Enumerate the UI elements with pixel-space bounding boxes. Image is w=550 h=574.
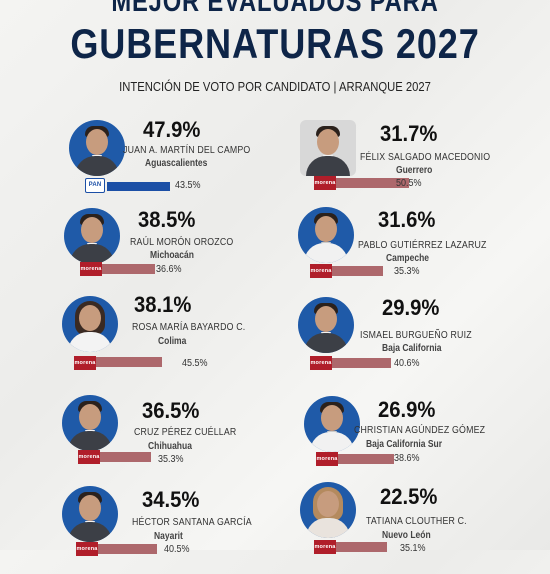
party-logo-morena: morena [316,452,338,466]
candidate-percentage: 34.5% [142,487,200,512]
candidate-card: 36.5% CRUZ PÉREZ CUÉLLAR Chihuahua moren… [60,392,310,482]
vote-bar [338,454,394,464]
candidate-state: Nayarit [154,531,183,542]
candidate-state: Nuevo León [382,530,431,541]
candidate-state: Guerrero [396,165,433,176]
candidate-percentage: 26.9% [378,397,436,422]
candidate-state: Baja California Sur [366,439,443,450]
candidate-photo [62,486,118,542]
vote-bar [336,178,409,188]
vote-bar [102,264,155,274]
bar-value: 35.3% [394,266,420,277]
candidate-percentage: 47.9% [143,117,201,142]
page-title: GUBERNATURAS 2027 [70,20,480,67]
candidate-photo [64,208,120,264]
candidate-name: TATIANA CLOUTHER C. [366,516,467,527]
candidate-state: Chihuahua [148,441,192,452]
bar-value: 45.5% [182,358,208,369]
vote-bar [336,542,387,552]
candidate-card: 31.6% PABLO GUTIÉRREZ LAZARUZ Campeche m… [296,205,546,295]
candidate-percentage: 38.5% [138,207,196,232]
party-logo-morena: morena [310,264,332,278]
bar-value: 43.5% [175,180,201,191]
party-logo-morena: morena [80,262,102,276]
candidate-percentage: 31.7% [380,121,438,146]
vote-bar [100,452,151,462]
candidate-photo [62,296,118,352]
candidate-card: 38.1% ROSA MARÍA BAYARDO C. Colima moren… [60,290,310,380]
candidate-name: RAÚL MORÓN OROZCO [130,237,234,248]
candidate-photo [69,120,125,176]
header-pretitle: MEJOR EVALUADOS PARA [111,0,439,18]
candidate-name: FÉLIX SALGADO MACEDONIO [360,152,491,163]
candidate-state: Aguascalientes [145,158,208,169]
bar-value: 36.6% [156,264,182,275]
vote-bar [96,357,162,367]
candidate-percentage: 29.9% [382,295,440,320]
candidate-card: 31.7% FÉLIX SALGADO MACEDONIO Guerrero m… [298,118,548,208]
bar-value: 35.3% [158,454,184,465]
candidate-name: ISMAEL BURGUEÑO RUIZ [360,330,472,341]
vote-bar [332,266,383,276]
candidate-name: HÉCTOR SANTANA GARCÍA [132,517,252,528]
bar-value: 38.6% [394,453,420,464]
party-logo-morena: morena [76,542,98,556]
vote-bar [332,358,391,368]
candidate-card: 47.9% JUAN A. MARTÍN DEL CAMPO Aguascali… [65,115,315,205]
party-logo-morena: morena [314,176,336,190]
party-logo-morena: morena [310,356,332,370]
candidate-card: 22.5% TATIANA CLOUTHER C. Nuevo León mor… [300,480,550,570]
candidate-percentage: 31.6% [378,207,436,232]
candidate-name: CRUZ PÉREZ CUÉLLAR [134,427,237,438]
candidate-percentage: 36.5% [142,398,200,423]
bar-value: 40.6% [394,358,420,369]
candidate-name: CHRISTIAN AGÚNDEZ GÓMEZ [354,425,486,436]
candidate-photo [298,207,354,263]
candidate-state: Baja California [382,343,442,354]
candidate-photo [300,482,356,538]
bar-value: 35.1% [400,543,426,554]
party-logo-pan: PAN [85,178,105,193]
party-logo-morena: morena [78,450,100,464]
candidate-percentage: 22.5% [380,484,438,509]
vote-bar [107,182,170,191]
candidate-percentage: 38.1% [134,292,192,317]
candidate-state: Colima [158,336,187,347]
page-subtitle: INTENCIÓN DE VOTO POR CANDIDATO | ARRANQ… [119,80,431,94]
candidate-photo [298,297,354,353]
candidate-photo [304,396,360,452]
candidate-card: 34.5% HÉCTOR SANTANA GARCÍA Nayarit more… [60,484,310,574]
candidate-photo [300,120,356,176]
candidate-name: ROSA MARÍA BAYARDO C. [132,322,246,333]
candidate-card: 29.9% ISMAEL BURGUEÑO RUIZ Baja Californ… [296,292,546,382]
candidate-name: PABLO GUTIÉRREZ LAZARUZ [358,240,487,251]
candidate-state: Campeche [386,253,429,264]
candidate-card: 38.5% RAÚL MORÓN OROZCO Michoacán morena… [62,205,312,295]
bar-value: 50.5% [396,178,422,189]
candidate-state: Michoacán [150,250,194,261]
candidate-name: JUAN A. MARTÍN DEL CAMPO [123,145,251,156]
party-logo-morena: morena [314,540,336,554]
candidate-photo [62,395,118,451]
party-logo-morena: morena [74,356,96,370]
candidate-card: 26.9% CHRISTIAN AGÚNDEZ GÓMEZ Baja Calif… [300,394,550,484]
vote-bar [98,544,157,554]
